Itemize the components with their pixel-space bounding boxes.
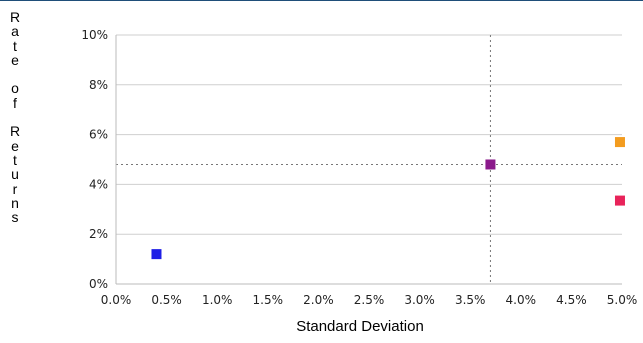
y-tick-label: 2% bbox=[89, 227, 108, 241]
axes bbox=[115, 35, 622, 285]
data-point-1 bbox=[151, 249, 162, 260]
top-border bbox=[0, 0, 643, 1]
y-tick-labels: 0% 2% 4% 6% 8% 10% bbox=[81, 28, 108, 291]
x-tick-label: 4.0% bbox=[506, 293, 537, 307]
x-tick-label: 3.0% bbox=[404, 293, 435, 307]
x-tick-label: 0.5% bbox=[151, 293, 182, 307]
data-point-2 bbox=[485, 159, 496, 170]
y-tick-label: 6% bbox=[89, 128, 108, 142]
y-axis-label: R a t e o f R e t u r n s bbox=[9, 9, 21, 226]
x-tick-label: 1.5% bbox=[253, 293, 284, 307]
reference-lines bbox=[116, 35, 622, 284]
y-tick-label: 4% bbox=[89, 177, 108, 191]
x-tick-label: 1.0% bbox=[202, 293, 233, 307]
x-tick-label: 2.5% bbox=[354, 293, 385, 307]
data-points bbox=[151, 137, 625, 260]
data-point-3 bbox=[614, 137, 625, 148]
grid bbox=[116, 34, 622, 285]
x-tick-label: 3.5% bbox=[455, 293, 486, 307]
data-point-4 bbox=[614, 195, 625, 206]
x-axis-label: Standard Deviation bbox=[296, 318, 424, 335]
y-tick-label: 8% bbox=[89, 78, 108, 92]
x-tick-label: 0.0% bbox=[101, 293, 132, 307]
y-tick-label: 0% bbox=[89, 277, 108, 291]
x-tick-labels: 0.0% 0.5% 1.0% 1.5% 2.0% 2.5% 3.0% 3.5% 4.0% 4.5%… bbox=[101, 293, 638, 307]
x-tick-label: 4.5% bbox=[556, 293, 587, 307]
x-tick-label: 5.0% bbox=[607, 293, 638, 307]
y-tick-label: 10% bbox=[81, 28, 108, 42]
x-tick-label: 2.0% bbox=[303, 293, 334, 307]
